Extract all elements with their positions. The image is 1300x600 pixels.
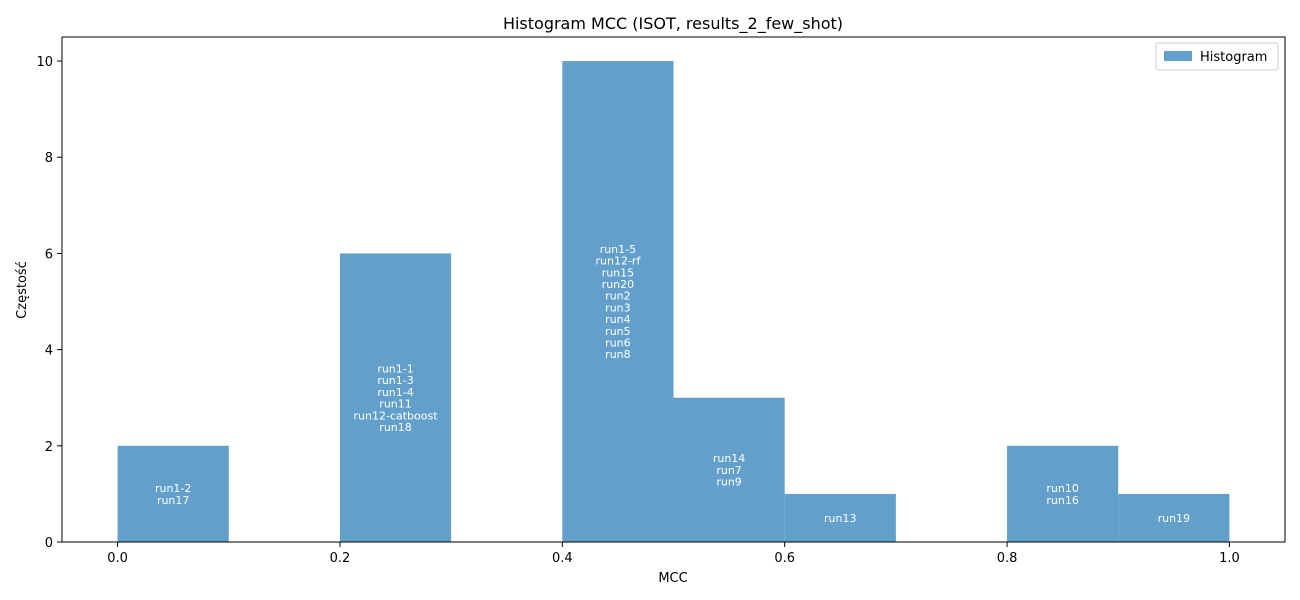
x-tick-label: 0.0 bbox=[107, 551, 128, 566]
legend-entry-label: Histogram bbox=[1200, 50, 1267, 65]
bar-run-label: run15 bbox=[602, 266, 634, 279]
histogram-bar bbox=[562, 61, 674, 543]
bar-run-label: run4 bbox=[605, 313, 630, 326]
bar-run-label: run10 bbox=[1046, 482, 1078, 495]
bar-run-label: run8 bbox=[605, 348, 630, 361]
histogram-bar bbox=[673, 397, 785, 542]
x-tick-label: 0.4 bbox=[552, 551, 573, 566]
x-tick-label: 0.2 bbox=[330, 551, 351, 566]
y-tick-label: 2 bbox=[45, 440, 53, 455]
chart-title: Histogram MCC (ISOT, results_2_few_shot) bbox=[503, 14, 843, 34]
bar-run-label: run12-catboost bbox=[354, 409, 439, 422]
bar-run-label: run1-1 bbox=[377, 362, 413, 375]
bar-run-label: run3 bbox=[605, 301, 630, 314]
x-axis-label: MCC bbox=[658, 571, 687, 586]
bar-run-label: run2 bbox=[605, 290, 630, 303]
bar-run-label: run16 bbox=[1046, 494, 1078, 507]
bar-run-label: run17 bbox=[157, 494, 189, 507]
y-tick-label: 4 bbox=[45, 344, 53, 359]
y-tick-label: 10 bbox=[36, 55, 53, 70]
x-tick-label: 0.8 bbox=[997, 551, 1018, 566]
bar-run-label: run11 bbox=[379, 398, 411, 411]
bar-run-label: run14 bbox=[713, 452, 745, 465]
bars-group: run1-2run17run1-1run1-3run1-4run11run12-… bbox=[117, 61, 1230, 543]
y-tick-label: 8 bbox=[45, 151, 53, 166]
bar-run-label: run1-5 bbox=[600, 243, 636, 256]
x-tick-label: 1.0 bbox=[1219, 551, 1240, 566]
legend-swatch bbox=[1164, 51, 1192, 61]
x-tick-label: 0.6 bbox=[774, 551, 795, 566]
bar-run-label: run19 bbox=[1158, 512, 1190, 525]
histogram-bar bbox=[1118, 493, 1230, 542]
bar-run-label: run6 bbox=[605, 336, 630, 349]
y-tick-label: 0 bbox=[45, 536, 53, 551]
axes-group: 0.0 0.2 0.4 0.6 0.8 1.0 0 2 4 6 8 10 bbox=[36, 36, 1286, 566]
y-tick-label: 6 bbox=[45, 247, 53, 262]
bar-run-label: run1-2 bbox=[155, 482, 191, 495]
bar-run-label: run1-3 bbox=[377, 374, 413, 387]
plot-frame bbox=[61, 36, 1286, 543]
legend: Histogram bbox=[1155, 42, 1279, 71]
bar-run-label: run1-4 bbox=[377, 386, 413, 399]
histogram-bar bbox=[339, 253, 452, 542]
bar-run-label: run9 bbox=[716, 476, 741, 489]
histogram-bar bbox=[117, 445, 229, 542]
bar-run-label: run12-rf bbox=[595, 255, 641, 268]
bar-run-label: run18 bbox=[379, 421, 411, 434]
legend-box bbox=[1155, 42, 1279, 71]
bar-run-label: run13 bbox=[824, 512, 856, 525]
bar-run-label: run20 bbox=[602, 278, 634, 291]
bar-run-label: run7 bbox=[716, 464, 741, 477]
y-axis-label: Częstość bbox=[15, 261, 30, 319]
bar-run-label: run5 bbox=[605, 325, 630, 338]
histogram-bar bbox=[784, 493, 896, 542]
histogram-bar bbox=[1007, 445, 1119, 542]
